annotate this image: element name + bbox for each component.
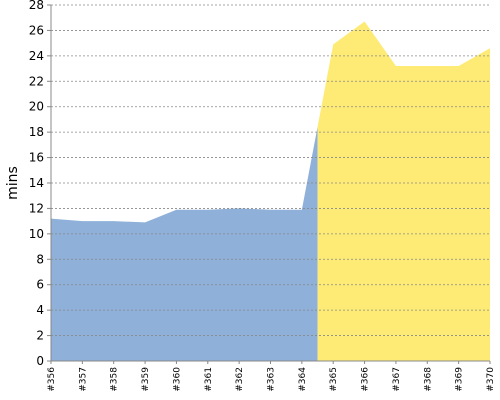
- x-tick-label: #359: [141, 367, 151, 392]
- x-tick-label: #369: [455, 367, 465, 392]
- y-tick-label: 18: [29, 125, 44, 139]
- x-tick-label: #358: [110, 367, 120, 392]
- y-tick-label: 16: [29, 151, 44, 165]
- y-tick-label: 20: [29, 100, 44, 114]
- y-tick-label: 26: [29, 23, 44, 37]
- x-tick-label: #368: [423, 367, 433, 392]
- y-tick-label: 22: [29, 74, 44, 88]
- y-tick-label: 4: [36, 303, 44, 317]
- y-tick-label: 24: [29, 49, 44, 63]
- x-tick-label: #370: [486, 367, 496, 392]
- x-tick-label: #367: [392, 367, 402, 392]
- y-tick-label: 2: [36, 329, 44, 343]
- x-tick-label: #360: [172, 367, 182, 392]
- x-tick-label: #365: [329, 367, 339, 392]
- x-tick-label: #364: [298, 367, 308, 392]
- x-tick-label: #363: [267, 367, 277, 392]
- y-tick-label: 28: [29, 0, 44, 12]
- y-tick-label: 8: [36, 252, 44, 266]
- y-axis-label: mins: [5, 166, 21, 200]
- area: [51, 127, 318, 361]
- y-tick-label: 12: [29, 201, 44, 215]
- x-tick-label: #361: [204, 367, 214, 392]
- x-tick-label: #356: [47, 367, 57, 392]
- y-tick-label: 0: [36, 354, 44, 368]
- x-tick-label: #362: [235, 367, 245, 392]
- x-tick-label: #357: [78, 367, 88, 392]
- y-tick-label: 6: [36, 278, 44, 292]
- y-tick-label: 14: [29, 176, 44, 190]
- y-tick-label: 10: [29, 227, 44, 241]
- x-tick-label: #366: [361, 367, 371, 392]
